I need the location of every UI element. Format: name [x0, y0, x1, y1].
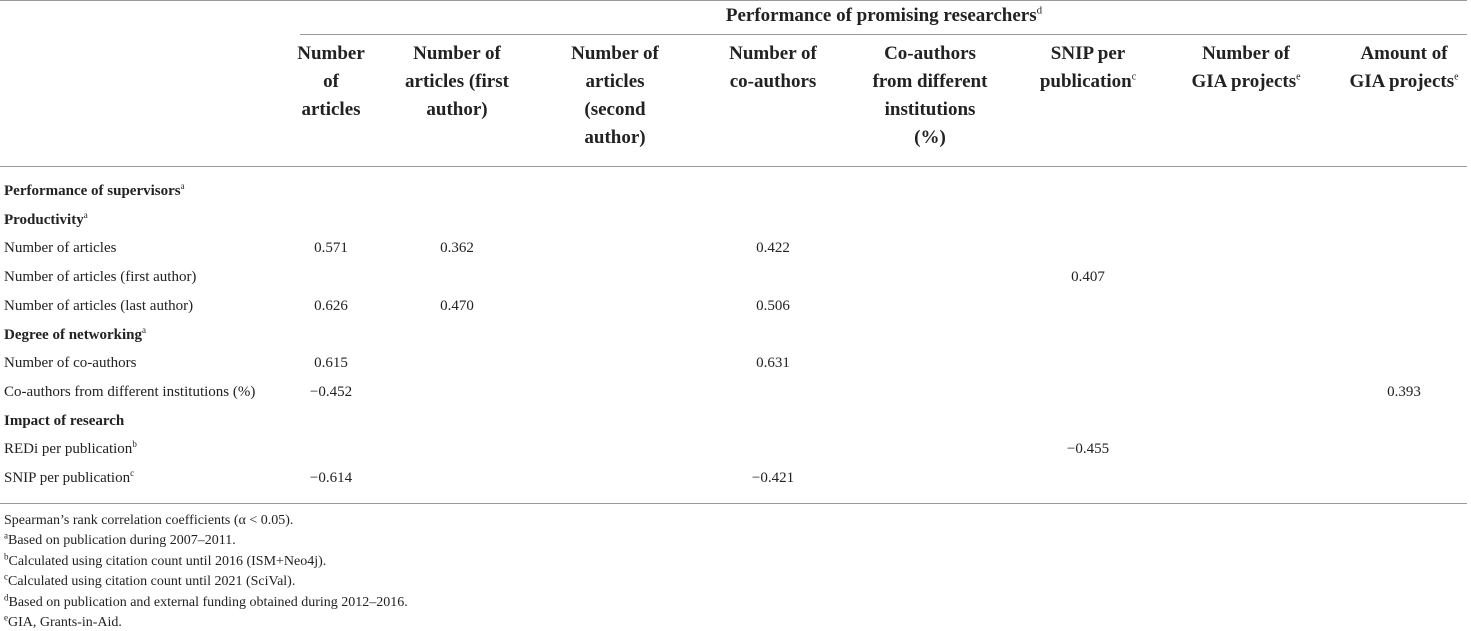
row-label-text: Productivity [4, 211, 84, 228]
footnote-marker: a [142, 324, 147, 335]
table-cell: 0.362 [440, 240, 474, 257]
table-cell: 0.615 [314, 355, 348, 372]
column-header-line: (%) [914, 127, 946, 148]
column-header-line: publicationc [1039, 71, 1137, 92]
header-bottom-rule [0, 166, 1467, 167]
footnote-text: Calculated using citation count until 20… [8, 553, 327, 569]
column-header-line: from different [872, 71, 988, 92]
footnote: bCalculated using citation count until 2… [4, 551, 327, 570]
column-header-line: institutions [884, 99, 976, 120]
column-header-line: Number [297, 43, 365, 64]
table-cell: −0.452 [309, 383, 353, 400]
row-section-label: Performance of supervisorsa [4, 181, 185, 201]
footnote-text: Calculated using citation count until 20… [8, 574, 296, 590]
column-header: Amount of GIA projectse [1334, 40, 1471, 96]
column-header-line: GIA projectse [1191, 71, 1301, 92]
row-label-text: Co-authors from different institutions (… [4, 383, 256, 400]
table-cell: −0.614 [309, 470, 353, 486]
column-header-line: (second [584, 99, 646, 120]
footnote: Spearman’s rank correlation coefficients… [4, 512, 293, 529]
footnote-marker: e [1454, 71, 1459, 83]
column-header-line: Number of [413, 43, 501, 64]
column-header-line: co-authors [729, 71, 817, 92]
column-header-line: author) [426, 99, 488, 120]
row-label: REDi per publicationb [4, 439, 137, 459]
footnote-text: Spearman’s rank correlation coefficients… [4, 513, 294, 528]
footnote-marker: c [4, 571, 8, 582]
row-label-text: Number of articles (first author) [4, 269, 197, 286]
row-label: Number of co-authors [4, 353, 136, 373]
column-header-line: articles (first [405, 71, 509, 92]
footnote-text: GIA, Grants-in-Aid. [8, 615, 122, 630]
table-cell: 0.422 [756, 240, 790, 257]
column-header-line: articles [301, 99, 361, 120]
row-label-text: Number of co-authors [4, 355, 137, 372]
footnote-marker: b [132, 439, 137, 450]
footnote: cCalculated using citation count until 2… [4, 571, 296, 590]
group-header: Performance of promising researchersd [300, 4, 1468, 28]
footnote: dBased on publication and external fundi… [4, 591, 408, 611]
column-header-line: Number of [1202, 43, 1290, 64]
footnote-marker: a [83, 209, 88, 220]
column-header: Number of GIA projectse [1166, 40, 1326, 96]
column-header: Co-authors from different institutions (%) [855, 40, 1005, 152]
table-cell: 0.407 [1071, 269, 1105, 286]
row-label: Number of articles (first author) [4, 267, 196, 287]
footnote-marker: c [130, 468, 135, 478]
top-rule [0, 0, 1467, 1]
column-header-line: GIA projectse [1349, 71, 1459, 92]
footnote-text: Based on publication and external fundin… [8, 594, 408, 610]
table-cell: 0.631 [756, 355, 790, 372]
column-header: Number of articles (second author) [540, 40, 690, 152]
footnote: aBased on publication during 2007–2011. [4, 530, 236, 549]
column-header-line: Number of [571, 43, 659, 64]
footnote-marker: a [180, 181, 185, 191]
group-header-text: Performance of promising researchers [725, 5, 1037, 26]
column-header-line: of [323, 71, 339, 92]
table-cell: 0.626 [314, 297, 348, 314]
row-label-text: Performance of supervisors [4, 183, 181, 199]
footnote: eGIA, Grants-in-Aid. [4, 612, 122, 631]
row-label: SNIP per publicationc [4, 468, 134, 488]
footnote-marker: d [4, 591, 9, 602]
footnote-marker: b [4, 551, 9, 562]
group-header-footnote-marker: d [1036, 4, 1043, 17]
row-label-text: Degree of networking [4, 326, 143, 343]
table-cell: −0.421 [751, 470, 795, 486]
column-header: SNIP per publicationc [1013, 40, 1163, 96]
table-cell: 0.393 [1387, 383, 1421, 400]
row-label-text: Number of articles [4, 240, 117, 257]
table-bottom-rule [0, 503, 1467, 504]
footnote-text: Based on publication during 2007–2011. [8, 533, 236, 549]
column-header-line: author) [584, 127, 646, 148]
column-header-line: SNIP per [1050, 43, 1126, 64]
footnote-marker: e [4, 612, 8, 623]
column-header-line: Amount of [1360, 43, 1448, 64]
row-label: Number of articles [4, 238, 116, 258]
row-label-text: SNIP per publication [4, 470, 131, 486]
column-header: Number of co-authors [703, 40, 843, 96]
row-label: Co-authors from different institutions (… [4, 382, 255, 402]
row-section-label: Degree of networkinga [4, 325, 146, 345]
row-section-label: Impact of research [4, 411, 124, 431]
column-header-line: articles [585, 71, 645, 92]
footnote-marker: c [1131, 71, 1137, 83]
group-header-rule [300, 34, 1467, 35]
column-header-line: Co-authors [884, 43, 976, 64]
row-label-text: Number of articles (last author) [4, 297, 194, 314]
table-cell: 0.571 [314, 240, 348, 257]
table-cell: 0.470 [440, 297, 474, 314]
row-label: Number of articles (last author) [4, 296, 193, 316]
row-section-label: Productivitya [4, 210, 88, 230]
row-label-text: Impact of research [4, 412, 125, 429]
footnote-marker: e [1296, 71, 1301, 83]
table-cell: 0.506 [756, 297, 790, 314]
row-label-text: REDi per publication [4, 441, 133, 458]
footnote-marker: a [4, 530, 8, 541]
column-header: Number of articles (first author) [382, 40, 532, 124]
table-cell: −0.455 [1066, 441, 1110, 458]
column-header-line: Number of [729, 43, 817, 64]
column-header: Number of articles [276, 40, 386, 124]
